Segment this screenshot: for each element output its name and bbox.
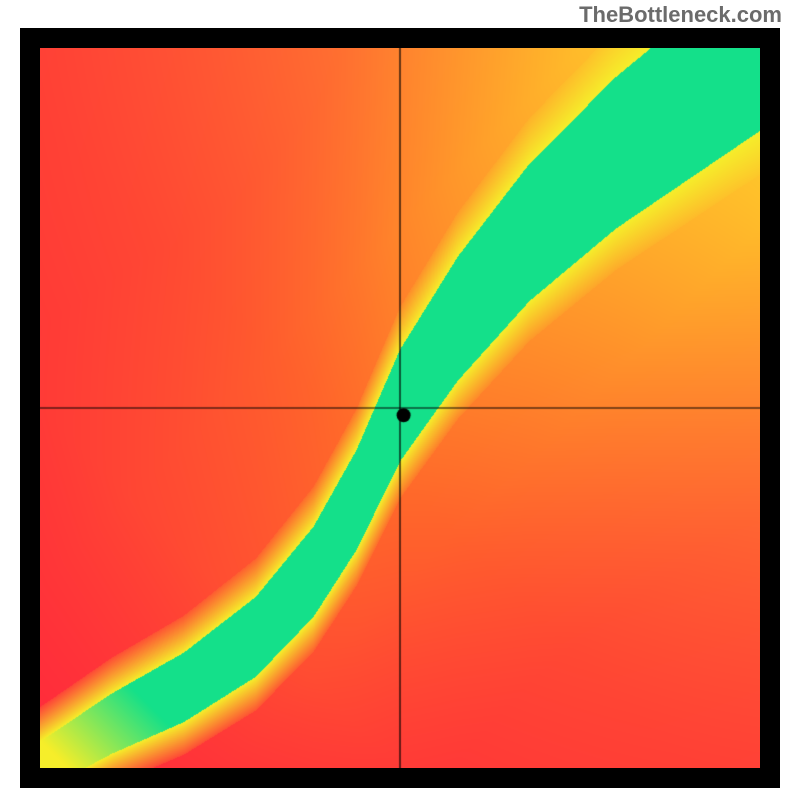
watermark-text: TheBottleneck.com — [579, 2, 782, 28]
heatmap-canvas — [40, 48, 760, 768]
chart-container: TheBottleneck.com — [0, 0, 800, 800]
plot-frame — [20, 28, 780, 788]
